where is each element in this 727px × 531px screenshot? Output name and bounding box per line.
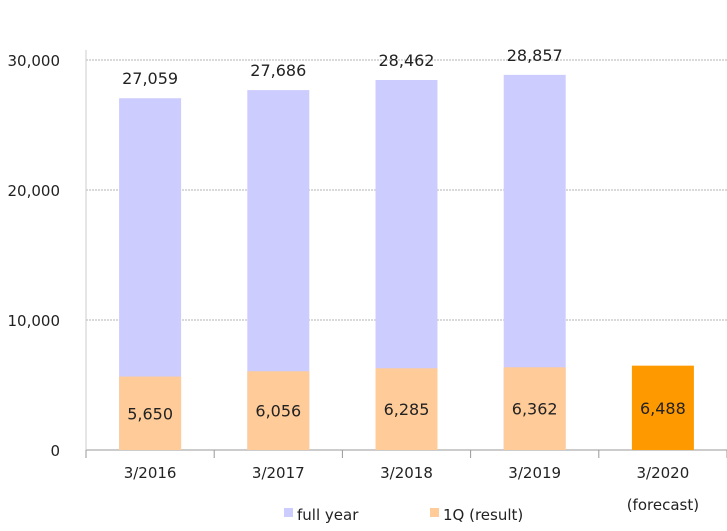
bar-1q-result xyxy=(375,368,438,450)
bar-1q-result xyxy=(119,376,182,450)
data-label-full-year: 28,462 xyxy=(379,51,435,70)
y-tick-label: 30,000 xyxy=(8,52,61,70)
x-tick-label: 3/2016 xyxy=(124,464,177,482)
y-tick-label: 20,000 xyxy=(8,182,61,200)
x-tick-label: 3/2020 xyxy=(637,464,690,482)
data-label-full-year: 27,059 xyxy=(122,69,178,88)
data-label-1q: 6,362 xyxy=(512,400,558,419)
bar-1q-forecast xyxy=(631,365,694,450)
data-label-1q: 6,285 xyxy=(384,400,430,419)
legend-swatch xyxy=(430,508,439,517)
data-label-1q: 6,056 xyxy=(255,402,301,421)
data-label-full-year: 27,686 xyxy=(250,61,306,80)
x-tick-label: 3/2017 xyxy=(252,464,305,482)
data-label-1q: 6,488 xyxy=(640,399,686,418)
x-tick-label: 3/2019 xyxy=(508,464,561,482)
data-label-full-year: 28,857 xyxy=(507,46,563,65)
y-tick-label: 0 xyxy=(50,442,60,460)
legend-label: full year xyxy=(297,506,359,524)
bar-1q-result xyxy=(503,367,566,450)
legend-swatch xyxy=(284,508,293,517)
data-label-1q: 5,650 xyxy=(127,404,173,423)
x-tick-label: 3/2018 xyxy=(380,464,433,482)
legend-label: 1Q (result) xyxy=(443,506,523,524)
bar-1q-result xyxy=(247,371,310,450)
y-tick-label: 10,000 xyxy=(8,312,61,330)
x-tick-label-sub: (forecast) xyxy=(627,496,699,514)
